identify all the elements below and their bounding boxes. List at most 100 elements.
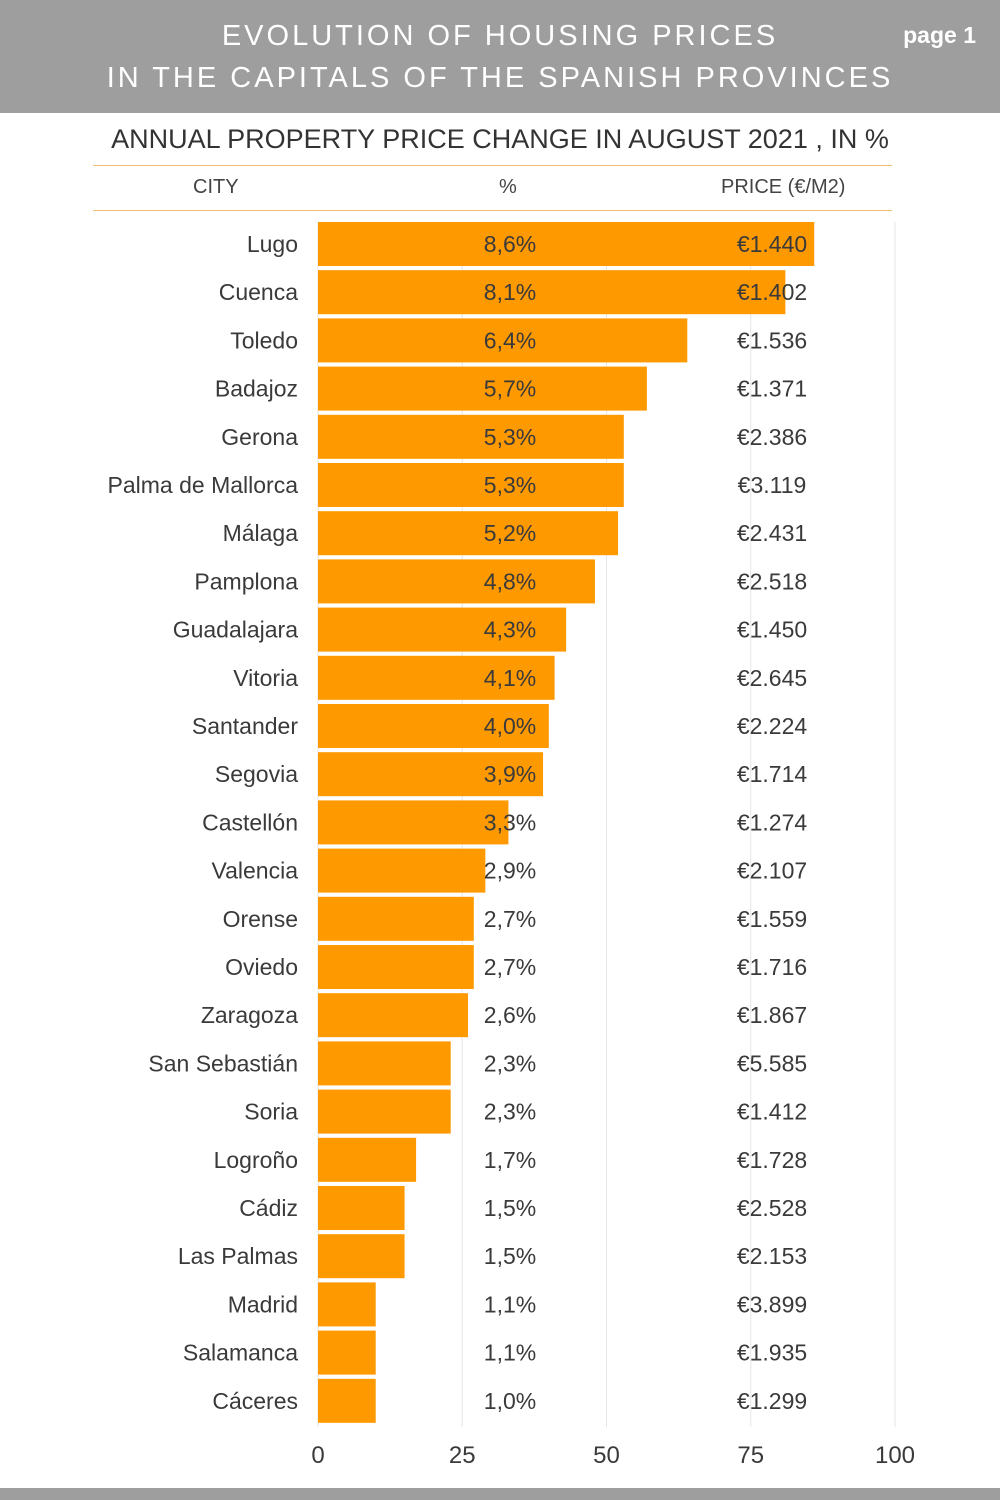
- bar: [318, 1234, 405, 1279]
- city-label: Orense: [223, 906, 298, 932]
- price-label: €1.412: [737, 1099, 807, 1125]
- x-tick-label: 50: [593, 1442, 620, 1469]
- city-label: Castellón: [202, 809, 298, 835]
- price-label: €5.585: [737, 1050, 807, 1076]
- price-label: €1.728: [737, 1147, 807, 1173]
- price-label: €2.386: [737, 424, 807, 450]
- percent-label: 4,1%: [484, 665, 536, 691]
- x-tick-label: 75: [737, 1442, 764, 1469]
- bar: [318, 222, 815, 266]
- city-label: Badajoz: [215, 376, 298, 402]
- price-label: €2.528: [737, 1195, 807, 1221]
- percent-label: 5,3%: [484, 424, 536, 450]
- city-label: Málaga: [223, 520, 299, 546]
- percent-label: 1,5%: [484, 1195, 536, 1221]
- bar: [318, 511, 619, 556]
- header-rule-bottom: [93, 210, 892, 211]
- percent-label: 4,8%: [484, 568, 536, 594]
- percent-label: 2,7%: [484, 906, 536, 932]
- title-line-2: IN THE CAPITALS OF THE SPANISH PROVINCES: [106, 62, 894, 94]
- x-tick-label: 100: [875, 1442, 915, 1469]
- city-label: Cáceres: [212, 1388, 298, 1414]
- percent-label: 1,7%: [484, 1147, 536, 1173]
- price-label: €1.559: [737, 906, 807, 932]
- bar: [318, 366, 647, 411]
- percent-label: 1,0%: [484, 1388, 536, 1414]
- percent-label: 5,2%: [484, 520, 536, 546]
- percent-label: 8,6%: [484, 231, 536, 257]
- city-label: Zaragoza: [201, 1002, 298, 1028]
- bar: [318, 1378, 376, 1423]
- x-tick-label: 0: [311, 1442, 324, 1469]
- percent-label: 3,9%: [484, 761, 536, 787]
- bar: [318, 752, 544, 797]
- bar: [318, 270, 786, 315]
- city-label: Soria: [244, 1099, 298, 1125]
- city-label: Logroño: [214, 1147, 298, 1173]
- percent-label: 2,3%: [484, 1099, 536, 1125]
- title-line-1: EVOLUTION OF HOUSING PRICES: [221, 20, 779, 52]
- price-label: €2.431: [737, 520, 807, 546]
- bar: [318, 414, 624, 459]
- price-label: €1.867: [737, 1002, 807, 1028]
- column-header-price: PRICE (€/M2): [721, 176, 846, 198]
- price-label: €1.714: [737, 761, 808, 787]
- percent-label: 4,0%: [484, 713, 536, 739]
- city-label: Palma de Mallorca: [108, 472, 299, 498]
- bar: [318, 655, 555, 700]
- city-label: Madrid: [228, 1291, 298, 1317]
- price-label: €1.440: [737, 231, 807, 257]
- column-header-percent: %: [499, 176, 517, 198]
- bar: [318, 1089, 451, 1134]
- bar: [318, 607, 567, 652]
- city-label: Toledo: [230, 327, 298, 353]
- price-label: €1.274: [737, 809, 808, 835]
- percent-label: 5,7%: [484, 376, 536, 402]
- header-rule-top: [93, 165, 892, 166]
- city-label: Segovia: [215, 761, 298, 787]
- city-label: Oviedo: [225, 954, 298, 980]
- bar: [318, 463, 624, 507]
- percent-label: 1,1%: [484, 1340, 536, 1366]
- percent-label: 2,7%: [484, 954, 536, 980]
- header-banner: EVOLUTION OF HOUSING PRICES IN THE CAPIT…: [0, 0, 1000, 113]
- price-label: €2.645: [737, 665, 807, 691]
- bar: [318, 704, 549, 748]
- price-label: €1.450: [737, 617, 807, 643]
- percent-label: 3,3%: [484, 809, 536, 835]
- percent-label: 8,1%: [484, 279, 536, 305]
- city-label: Santander: [192, 713, 298, 739]
- city-label: Guadalajara: [173, 617, 299, 643]
- bar: [318, 1041, 451, 1086]
- city-label: Vitoria: [233, 665, 298, 691]
- percent-label: 4,3%: [484, 617, 536, 643]
- column-header-city: CITY: [193, 176, 239, 198]
- city-label: Salamanca: [183, 1340, 298, 1366]
- city-label: Pamplona: [194, 568, 298, 594]
- price-label: €2.107: [737, 858, 807, 884]
- price-label: €2.153: [737, 1243, 807, 1269]
- price-label: €1.716: [737, 954, 807, 980]
- city-label: Lugo: [247, 231, 298, 257]
- bar: [318, 896, 474, 941]
- bottom-bar: [0, 1488, 1000, 1500]
- price-label: €2.224: [737, 713, 808, 739]
- percent-label: 2,3%: [484, 1050, 536, 1076]
- city-label: Valencia: [211, 858, 298, 884]
- city-label: Gerona: [221, 424, 298, 450]
- bar: [318, 945, 474, 989]
- percent-label: 5,3%: [484, 472, 536, 498]
- price-label: €1.299: [737, 1388, 807, 1414]
- percent-label: 6,4%: [484, 327, 536, 353]
- x-tick-label: 25: [449, 1442, 476, 1469]
- percent-label: 2,9%: [484, 858, 536, 884]
- bar: [318, 800, 509, 845]
- price-label: €1.402: [737, 279, 807, 305]
- bar: [318, 559, 595, 604]
- bar: [318, 1282, 376, 1327]
- percent-label: 1,5%: [484, 1243, 536, 1269]
- bar: [318, 993, 469, 1038]
- percent-label: 1,1%: [484, 1291, 536, 1317]
- bar: [318, 1186, 405, 1230]
